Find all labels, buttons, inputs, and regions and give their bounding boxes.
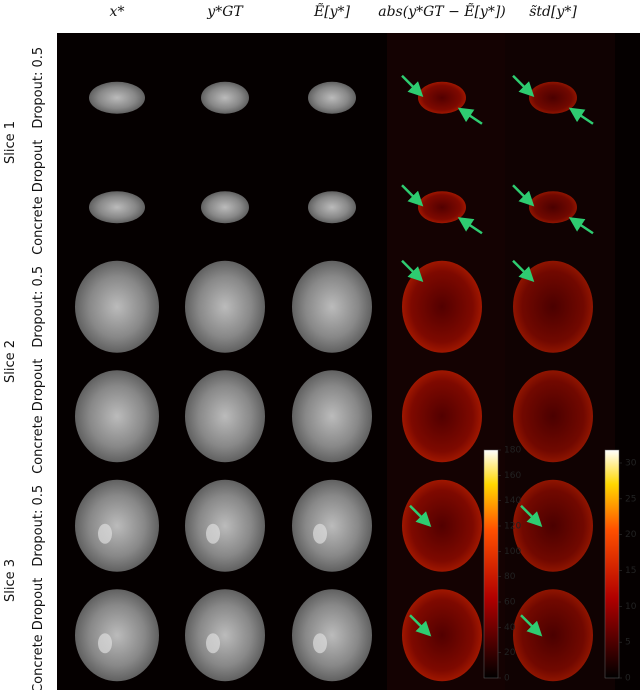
arrow: [457, 217, 483, 235]
colorbar-tick-label: 140: [504, 496, 521, 506]
lesion: [206, 633, 220, 654]
mri-slice: [292, 479, 372, 572]
colorbar-tick-label: 20: [504, 648, 516, 658]
mri-slice: [201, 191, 249, 224]
mri-slice: [185, 260, 265, 353]
arrow: [457, 107, 483, 125]
mri-slice: [185, 589, 265, 682]
colorbar-tick-label: 80: [504, 572, 516, 582]
error-map: [418, 191, 466, 224]
row-label: Dropout: 0.5: [31, 485, 46, 567]
arrow: [401, 74, 424, 98]
colorbar: [483, 449, 499, 679]
slice-label: Slice 1: [3, 121, 18, 164]
mri-slice: [292, 260, 372, 353]
arrow: [512, 74, 535, 98]
error-map: [402, 370, 482, 463]
error-map: [529, 191, 577, 224]
colorbar-tick-label: 15: [625, 566, 636, 576]
row-label: Concrete Dropout: [31, 359, 46, 474]
colorbar-tick-label: 0: [625, 674, 631, 684]
row-label: Dropout: 0.5: [31, 47, 46, 129]
mri-slice: [292, 589, 372, 682]
mri-slice: [308, 81, 356, 114]
colorbar-tick-label: 100: [504, 547, 521, 557]
arrow: [520, 504, 543, 528]
mri-slice: [75, 260, 159, 353]
row-label: Concrete Dropout: [31, 140, 46, 255]
colorbar: [604, 449, 620, 679]
colorbar-tick-label: 20: [625, 530, 637, 540]
std-column-bg: [505, 33, 615, 690]
column-header: abs(y*GT − Ẽ[y*]): [378, 2, 506, 20]
mri-slice: [75, 370, 159, 463]
error-map: [529, 81, 577, 114]
row-label: Concrete Dropout: [31, 578, 46, 690]
arrow: [401, 184, 424, 207]
lesion: [313, 633, 327, 654]
lesion: [206, 523, 220, 544]
mri-slice: [201, 81, 249, 114]
arrow: [520, 614, 543, 637]
arrow: [409, 614, 432, 637]
lesion: [313, 523, 327, 544]
mri-slice: [308, 191, 356, 224]
column-header: y*GT: [206, 4, 244, 20]
mri-slice: [292, 370, 372, 463]
arrow: [512, 259, 535, 283]
colorbar-tick-label: 10: [625, 602, 637, 612]
arrow: [512, 184, 535, 207]
lesion: [98, 523, 112, 544]
error-map: [513, 479, 593, 572]
column-header: s̃td[y*]: [529, 4, 577, 20]
colorbar-tick-label: 60: [504, 598, 516, 608]
colorbar-tick-label: 180: [504, 446, 521, 456]
colorbar-tick-label: 40: [504, 623, 516, 633]
error-map: [513, 589, 593, 682]
arrow: [409, 504, 432, 528]
error-map: [402, 260, 482, 353]
slice-label: Slice 2: [3, 340, 18, 383]
colorbar-tick-label: 30: [625, 459, 637, 469]
colorbar-tick-label: 25: [625, 494, 636, 504]
arrow: [568, 107, 594, 125]
mri-slice: [185, 370, 265, 463]
column-header: x*: [110, 4, 125, 20]
mri-slice: [75, 589, 159, 682]
error-map: [513, 370, 593, 463]
colorbar-tick-label: 0: [504, 674, 510, 684]
column-header: Ẽ[y*]: [313, 2, 351, 20]
mri-slice: [89, 191, 145, 224]
colorbar-tick-label: 5: [625, 638, 631, 648]
slice-label: Slice 3: [3, 559, 18, 602]
colorbar-tick-label: 120: [504, 522, 521, 532]
arrow: [568, 217, 594, 235]
colorbar-tick-label: 160: [504, 471, 521, 481]
arrow: [401, 259, 424, 283]
row-label: Dropout: 0.5: [31, 266, 46, 348]
error-map: [513, 260, 593, 353]
mri-slice: [75, 479, 159, 572]
mri-slice: [89, 81, 145, 114]
error-map: [402, 589, 482, 682]
error-map: [418, 81, 466, 114]
lesion: [98, 633, 112, 654]
error-map: [402, 479, 482, 572]
mri-slice: [185, 479, 265, 572]
